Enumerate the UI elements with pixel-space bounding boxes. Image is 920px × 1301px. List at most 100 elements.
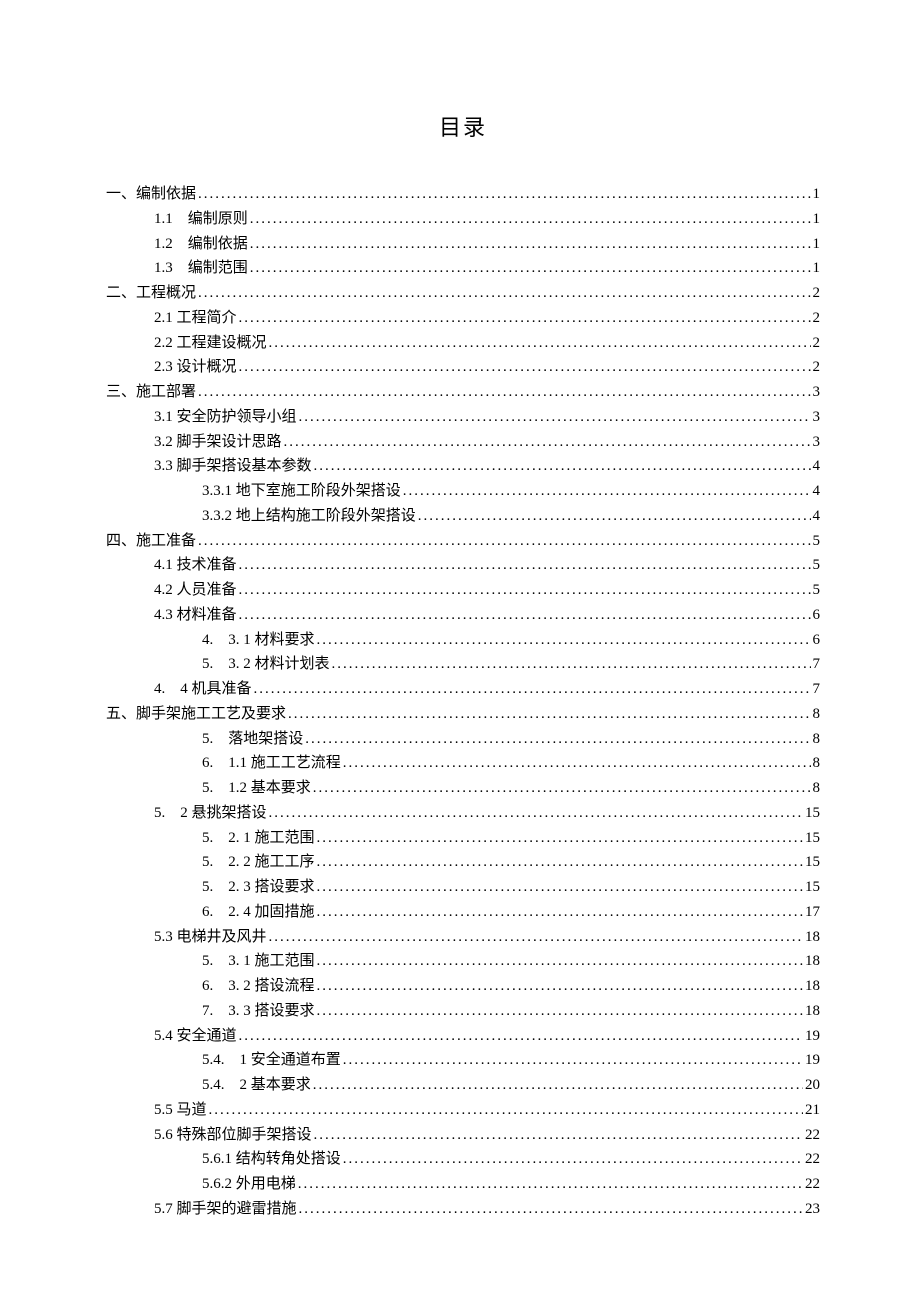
toc-dots (343, 1147, 803, 1172)
toc-dots (332, 652, 811, 677)
toc-entry: 一、编制依据1 (106, 182, 820, 207)
toc-entry-page: 1 (813, 182, 821, 207)
toc-entry-label: 5. 2. 1 施工范围 (202, 826, 315, 851)
toc-entry-label: 5.4. 2 基本要求 (202, 1073, 311, 1098)
toc-entry: 5.6.2 外用电梯22 (106, 1172, 820, 1197)
toc-entry-page: 15 (805, 875, 820, 900)
toc-entry-label: 1.1 编制原则 (154, 207, 248, 232)
toc-entry-label: 3.3.1 地下室施工阶段外架搭设 (202, 479, 401, 504)
toc-entry-label: 1.3 编制范围 (154, 256, 248, 281)
toc-entry-label: 5.3 电梯井及风井 (154, 925, 267, 950)
toc-dots (317, 949, 803, 974)
toc-entry: 4.3 材料准备6 (106, 603, 820, 628)
toc-entry-page: 1 (813, 232, 821, 257)
toc-entry-label: 6. 2. 4 加固措施 (202, 900, 315, 925)
toc-dots (239, 1024, 803, 1049)
toc-entry-page: 21 (805, 1098, 820, 1123)
toc-entry: 5.6.1 结构转角处搭设22 (106, 1147, 820, 1172)
toc-entry-page: 4 (813, 479, 821, 504)
toc-entry: 6. 3. 2 搭设流程 18 (106, 974, 820, 999)
toc-dots (269, 925, 803, 950)
toc-entry-page: 22 (805, 1123, 820, 1148)
toc-entry: 1.2 编制依据 1 (106, 232, 820, 257)
toc-entry-page: 2 (813, 331, 821, 356)
toc-dots (269, 331, 811, 356)
toc-entry-page: 4 (813, 454, 821, 479)
toc-entry-label: 5. 2. 2 施工工序 (202, 850, 315, 875)
toc-entry-label: 7. 3. 3 搭设要求 (202, 999, 315, 1024)
toc-entry-page: 5 (813, 529, 821, 554)
toc-entry-page: 18 (805, 974, 820, 999)
toc-entry: 5. 2 悬挑架搭设15 (106, 801, 820, 826)
toc-entry-label: 6. 3. 2 搭设流程 (202, 974, 315, 999)
toc-dots (317, 999, 803, 1024)
toc-entry: 4. 3. 1 材料要求6 (106, 628, 820, 653)
toc-dots (239, 578, 811, 603)
toc-dots (239, 306, 811, 331)
toc-entry: 1.1 编制原则1 (106, 207, 820, 232)
toc-entry: 四、施工准备 5 (106, 529, 820, 554)
toc-entry: 5. 落地架搭设8 (106, 727, 820, 752)
toc-dots (343, 1048, 803, 1073)
toc-entry-page: 3 (813, 430, 821, 455)
toc-dots (299, 405, 811, 430)
toc-entry: 2.2 工程建设概况2 (106, 331, 820, 356)
toc-entry-label: 四、施工准备 (106, 529, 196, 554)
toc-entry-page: 4 (813, 504, 821, 529)
toc-dots (314, 1123, 803, 1148)
toc-entry-label: 5. 2 悬挑架搭设 (154, 801, 267, 826)
toc-entry-page: 19 (805, 1048, 820, 1073)
toc-entry-page: 8 (813, 776, 821, 801)
toc-entry: 2.3 设计概况2 (106, 355, 820, 380)
toc-dots (299, 1197, 803, 1222)
toc-dots (269, 801, 803, 826)
toc-entry-page: 7 (813, 652, 821, 677)
toc-entry-page: 2 (813, 281, 821, 306)
toc-entry-page: 5 (813, 578, 821, 603)
toc-entry-page: 18 (805, 999, 820, 1024)
toc-entry: 6. 1.1 施工工艺流程8 (106, 751, 820, 776)
toc-entry-page: 15 (805, 826, 820, 851)
toc-entry-label: 5. 3. 1 施工范围 (202, 949, 315, 974)
toc-entry-label: 5. 1.2 基本要求 (202, 776, 311, 801)
toc-entry: 5. 2. 2 施工工序15 (106, 850, 820, 875)
toc-entry: 3.3.2 地上结构施工阶段外架搭设4 (106, 504, 820, 529)
toc-entry-label: 1.2 编制依据 (154, 232, 248, 257)
toc-entry-label: 2.1 工程简介 (154, 306, 237, 331)
toc-dots (288, 702, 810, 727)
toc-entry-label: 5. 2. 3 搭设要求 (202, 875, 315, 900)
toc-entry: 5.5 马道21 (106, 1098, 820, 1123)
toc-entry: 3.3.1 地下室施工阶段外架搭设 4 (106, 479, 820, 504)
toc-dots (403, 479, 811, 504)
toc-dots (239, 553, 811, 578)
toc-entry-page: 6 (813, 603, 821, 628)
toc-dots (198, 380, 810, 405)
toc-entry: 5. 2. 3 搭设要求 15 (106, 875, 820, 900)
toc-entry: 3.3 脚手架搭设基本参数4 (106, 454, 820, 479)
toc-dots (317, 875, 803, 900)
toc-entry-page: 3 (813, 380, 821, 405)
toc-dots (239, 603, 811, 628)
toc-entry: 5.7 脚手架的避雷措施23 (106, 1197, 820, 1222)
toc-entry-page: 19 (805, 1024, 820, 1049)
toc-dots (317, 850, 803, 875)
toc-entry: 4.1 技术准备5 (106, 553, 820, 578)
toc-entry-page: 18 (805, 925, 820, 950)
toc-dots (305, 727, 810, 752)
toc-entry-label: 3.1 安全防护领导小组 (154, 405, 297, 430)
toc-entry-label: 5.4. 1 安全通道布置 (202, 1048, 341, 1073)
toc-entry: 5.4. 2 基本要求20 (106, 1073, 820, 1098)
toc-dots (313, 1073, 803, 1098)
toc-entry-page: 22 (805, 1147, 820, 1172)
toc-entry: 1.3 编制范围1 (106, 256, 820, 281)
toc-entry-label: 5. 落地架搭设 (202, 727, 303, 752)
toc-entry-label: 5.6 特殊部位脚手架搭设 (154, 1123, 312, 1148)
toc-entry-label: 5.6.2 外用电梯 (202, 1172, 296, 1197)
toc-dots (254, 677, 811, 702)
toc-entry-label: 3.2 脚手架设计思路 (154, 430, 282, 455)
toc-entry-page: 5 (813, 553, 821, 578)
toc-dots (209, 1098, 803, 1123)
toc-entry-label: 5.7 脚手架的避雷措施 (154, 1197, 297, 1222)
toc-entry-label: 4. 4 机具准备 (154, 677, 252, 702)
toc-dots (317, 974, 803, 999)
